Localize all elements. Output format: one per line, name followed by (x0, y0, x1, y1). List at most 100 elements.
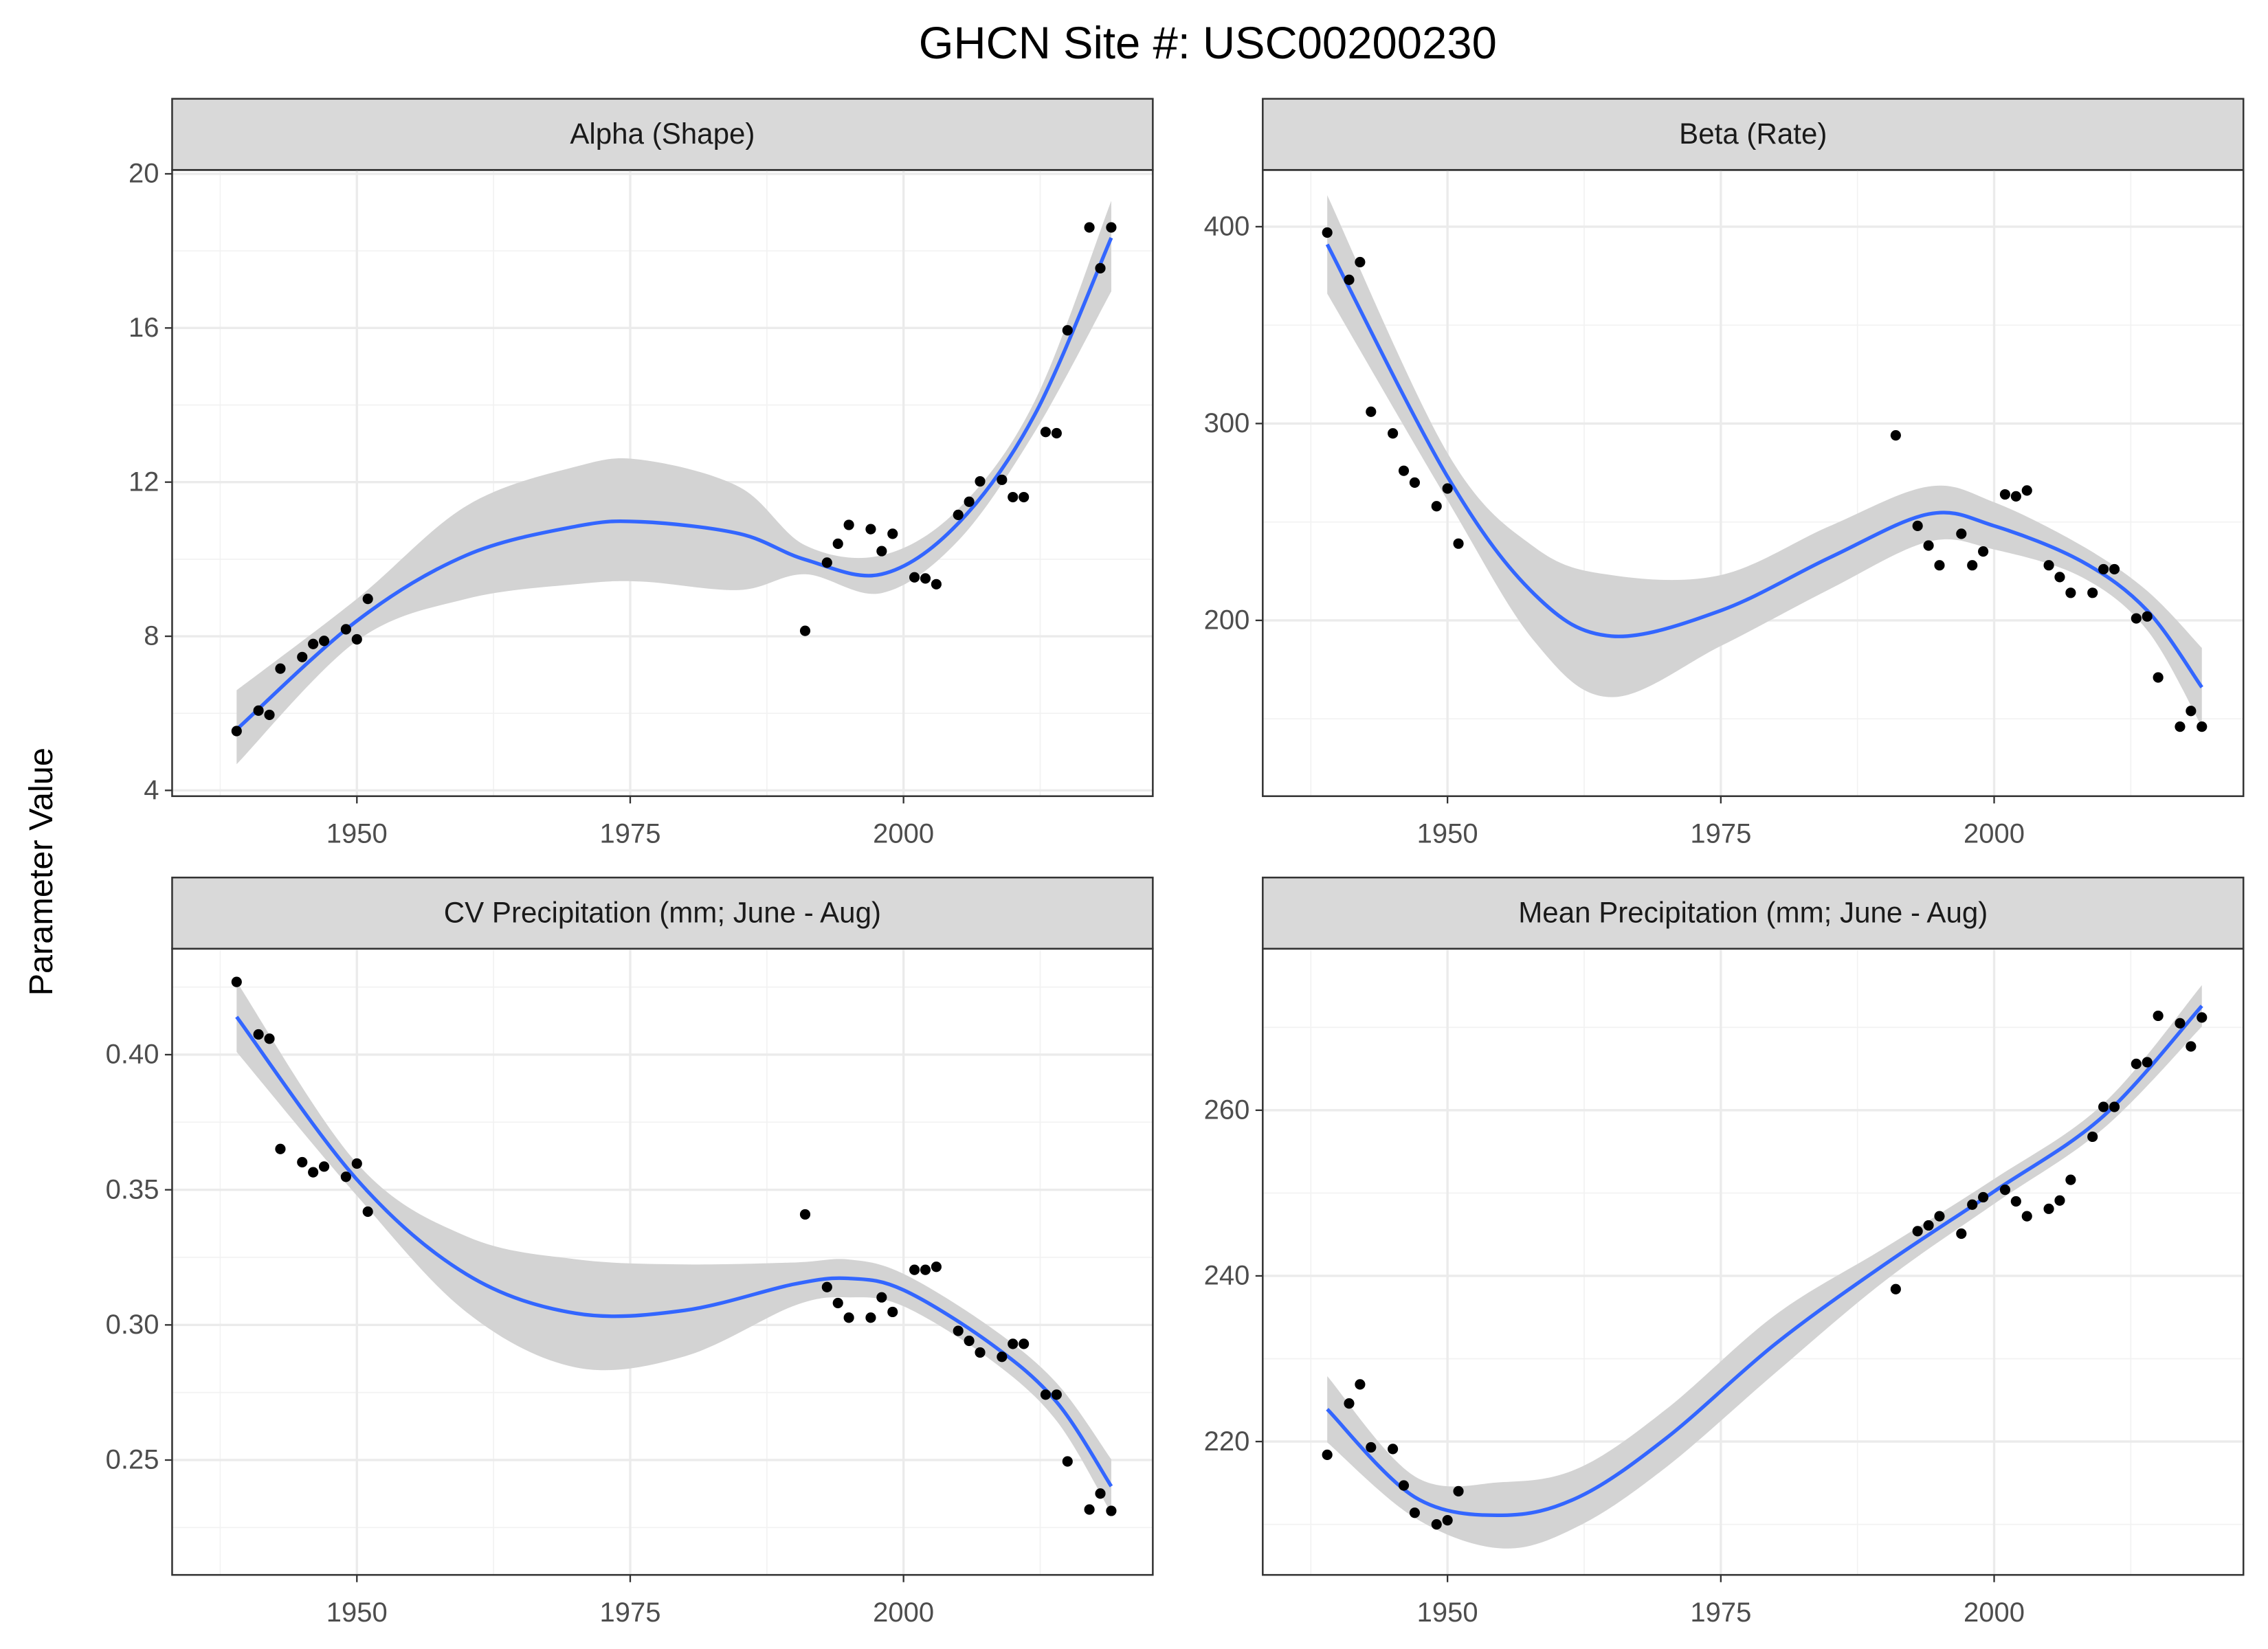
data-point (264, 1033, 275, 1044)
data-point (308, 1167, 319, 1178)
data-point (1978, 546, 1989, 557)
data-point (2142, 1057, 2153, 1068)
data-point (2065, 1174, 2076, 1185)
plot-background (1263, 948, 2244, 1575)
facet-strip (1262, 876, 2245, 950)
data-point (2054, 572, 2065, 583)
data-point (1453, 1485, 1464, 1497)
data-point (887, 1306, 898, 1318)
y-tick-label: 200 (1204, 605, 1250, 636)
data-point (997, 474, 1008, 485)
data-point (1366, 406, 1377, 417)
data-point (843, 1312, 854, 1323)
smooth-line (235, 237, 1113, 731)
data-point (297, 651, 308, 662)
data-point (2197, 1012, 2208, 1023)
data-point (351, 633, 362, 645)
data-point (964, 496, 975, 507)
data-point (865, 1312, 876, 1323)
plot-background (1263, 170, 2244, 796)
data-point (2021, 485, 2032, 496)
data-point (2153, 672, 2164, 683)
data-point (1062, 325, 1073, 336)
data-point (351, 1158, 362, 1169)
data-point (1106, 222, 1117, 233)
data-point (1912, 520, 1923, 532)
data-point (1442, 483, 1453, 494)
data-point (931, 1261, 942, 1272)
x-tick-label: 1950 (1417, 1597, 1478, 1628)
data-point (1409, 1507, 1421, 1518)
data-point (253, 1029, 264, 1040)
smooth-line (235, 1016, 1113, 1488)
confidence-band (236, 981, 1111, 1514)
data-point (1934, 560, 1945, 571)
data-point (1967, 1199, 1978, 1210)
smooth-line (1325, 243, 2203, 688)
data-point (1008, 1338, 1019, 1349)
data-point (1355, 1379, 1366, 1390)
data-point (953, 1325, 964, 1336)
data-point (909, 1264, 920, 1275)
y-tick-label: 8 (144, 621, 159, 651)
data-point (1322, 227, 1333, 238)
y-tick-label: 260 (1204, 1095, 1250, 1125)
data-point (2098, 1101, 2109, 1112)
data-point (821, 557, 832, 568)
plot-background (172, 948, 1153, 1575)
data-point (231, 976, 242, 987)
y-tick-label: 400 (1204, 212, 1250, 242)
data-point (2153, 1010, 2164, 1022)
data-point (909, 572, 920, 583)
data-point (2010, 1196, 2021, 1207)
data-point (2131, 1058, 2142, 1069)
panel-border (1262, 169, 2245, 798)
data-point (953, 509, 964, 520)
x-tick-label: 1975 (1690, 818, 1751, 849)
data-point (1019, 491, 1030, 503)
data-point (297, 1156, 308, 1168)
data-point (1890, 429, 1901, 441)
data-point (318, 636, 330, 647)
data-point (1956, 1228, 1967, 1239)
data-point (1322, 1449, 1333, 1460)
panel-border (1262, 947, 2245, 1576)
panel-border (171, 947, 1154, 1576)
x-tick-label: 2000 (873, 1597, 934, 1628)
data-point (1999, 1184, 2011, 1196)
data-point (275, 1143, 286, 1154)
data-point (964, 1335, 975, 1347)
data-point (275, 663, 286, 674)
data-point (1344, 274, 1355, 285)
data-point (318, 1161, 330, 1172)
confidence-band (1327, 985, 2202, 1549)
y-tick-label: 12 (129, 467, 159, 497)
x-tick-label: 2000 (1964, 1597, 2025, 1628)
data-point (975, 475, 986, 487)
data-point (865, 524, 876, 535)
data-point (1040, 427, 1052, 438)
data-point (1051, 1389, 1062, 1400)
data-point (340, 624, 351, 635)
data-point (1019, 1338, 1030, 1349)
data-point (253, 705, 264, 716)
data-point (1967, 560, 1978, 571)
x-tick-label: 1950 (1417, 818, 1478, 849)
data-point (1084, 222, 1095, 233)
data-point (975, 1347, 986, 1358)
data-point (2186, 1041, 2197, 1052)
data-point (2021, 1211, 2032, 1222)
data-point (2109, 563, 2120, 575)
x-tick-label: 1975 (599, 1597, 660, 1628)
x-tick-label: 1975 (599, 818, 660, 849)
data-point (1923, 540, 1934, 551)
data-point (2087, 587, 2098, 598)
data-point (1890, 1283, 1901, 1294)
data-point (2175, 721, 2186, 732)
y-tick-label: 20 (129, 159, 159, 189)
data-point (832, 538, 843, 550)
data-point (799, 625, 811, 636)
data-point (1008, 491, 1019, 503)
data-point (887, 528, 898, 539)
